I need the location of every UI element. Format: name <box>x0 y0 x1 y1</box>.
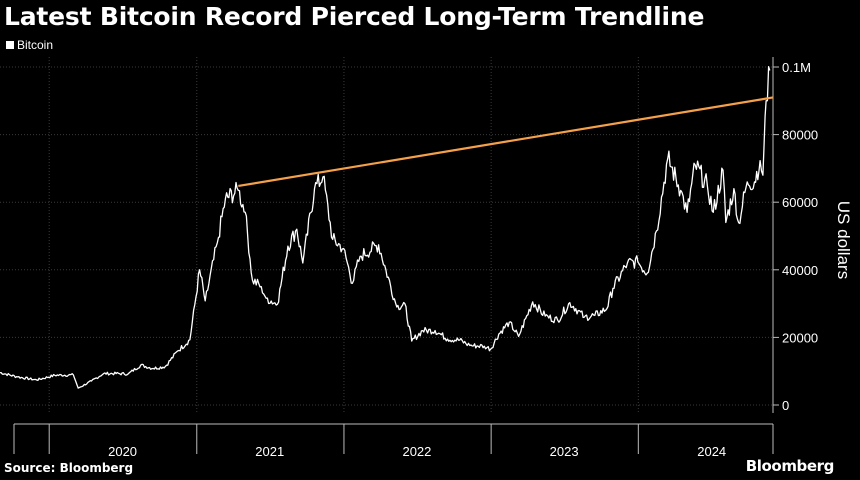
y-tick-label: 40000 <box>782 263 818 278</box>
source-note: Source: Bloomberg <box>4 461 134 475</box>
y-tick-label: 20000 <box>782 330 818 345</box>
x-tick-label: 2020 <box>108 444 137 459</box>
x-tick-label: 2021 <box>255 444 284 459</box>
y-tick-label: 0.1M <box>782 60 811 75</box>
y-tick-label: 0 <box>782 398 789 413</box>
y-tick-label: 60000 <box>782 195 818 210</box>
x-tick-label: 2024 <box>697 444 726 459</box>
bloomberg-logo: Bloomberg <box>745 457 835 475</box>
chart-title: Latest Bitcoin Record Pierced Long-Term … <box>4 2 705 31</box>
x-tick-label: 2022 <box>402 444 431 459</box>
y-axis-label: US dollars <box>834 201 853 279</box>
legend-swatch-bitcoin <box>6 41 14 49</box>
x-tick-label: 2023 <box>550 444 579 459</box>
bitcoin-price-line <box>0 66 771 389</box>
legend: Bitcoin <box>6 38 53 52</box>
legend-label-bitcoin: Bitcoin <box>17 38 54 52</box>
y-tick-label: 80000 <box>782 128 818 143</box>
long-term-trendline <box>238 96 774 188</box>
